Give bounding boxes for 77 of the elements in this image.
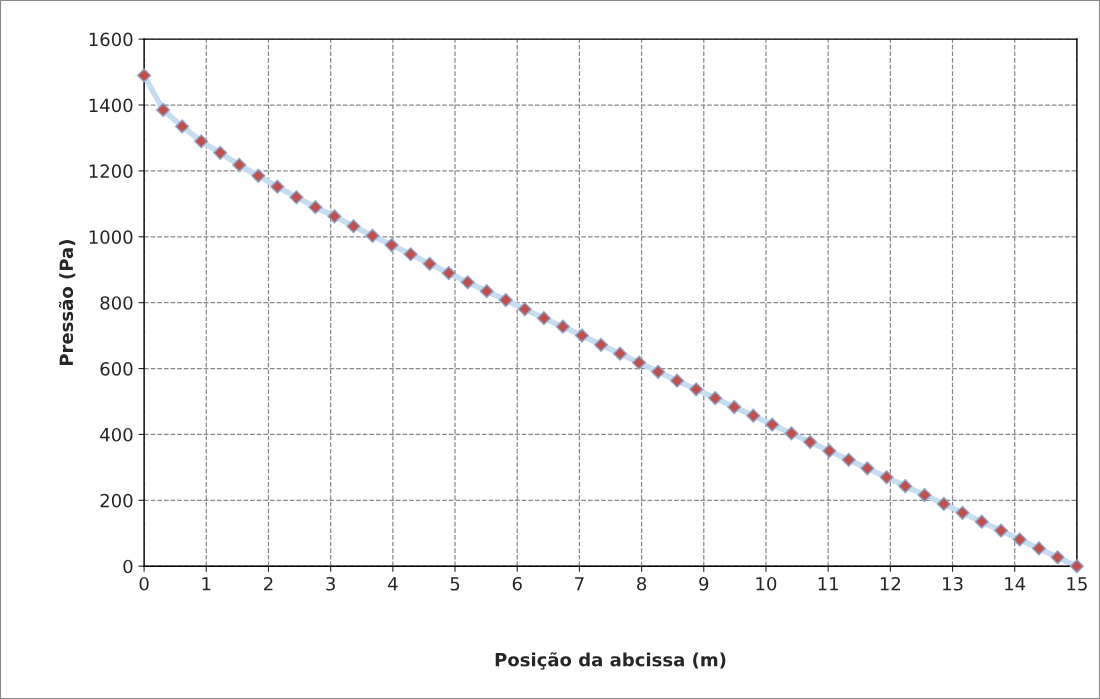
- x-tick-label: 15: [1067, 577, 1087, 591]
- point: [517, 302, 532, 317]
- y-axis-title: Pressão (Pa): [58, 240, 76, 366]
- point: [936, 496, 951, 512]
- point: [460, 275, 475, 290]
- point: [593, 337, 609, 352]
- x-axis-title: Posição da abcissa (m): [495, 652, 726, 670]
- point: [1031, 541, 1047, 556]
- x-tick-label: 8: [637, 576, 647, 591]
- point: [308, 200, 323, 215]
- point: [746, 408, 761, 423]
- point: [898, 479, 913, 494]
- point: [974, 514, 989, 529]
- x-tick-label: 2: [264, 576, 273, 591]
- point: [822, 443, 837, 458]
- point: [194, 134, 209, 149]
- point: [213, 145, 228, 160]
- y-tick-label: 1400: [89, 98, 133, 113]
- point: [784, 426, 799, 441]
- point: [650, 364, 666, 379]
- point: [917, 487, 932, 503]
- point: [270, 179, 285, 194]
- point: [441, 265, 456, 281]
- x-tick-label: 3: [326, 576, 335, 591]
- point: [841, 452, 856, 467]
- point: [137, 68, 152, 83]
- point: [993, 523, 1009, 538]
- point: [327, 209, 342, 224]
- point: [422, 256, 437, 271]
- y-tick-label: 1000: [89, 230, 133, 244]
- y-tick-label: 1200: [89, 164, 133, 179]
- point: [765, 417, 780, 432]
- x-tick-label: 10: [756, 576, 777, 591]
- point: [879, 470, 894, 485]
- y-tick-label: 600: [100, 362, 133, 376]
- point: [1050, 550, 1065, 565]
- point: [479, 284, 494, 299]
- point: [251, 168, 266, 183]
- point: [727, 400, 742, 415]
- y-tick-label: 200: [100, 493, 133, 508]
- x-tick-label: 9: [699, 576, 709, 591]
- point: [175, 119, 190, 134]
- point: [403, 247, 418, 262]
- point: [803, 434, 818, 450]
- point: [1012, 532, 1027, 547]
- x-tick-label: 7: [575, 577, 584, 591]
- point: [860, 461, 875, 476]
- x-tick-label: 4: [387, 577, 398, 591]
- y-tick-label: 800: [100, 296, 133, 310]
- point: [612, 346, 628, 361]
- point: [384, 237, 399, 253]
- point: [708, 391, 723, 406]
- x-tick-label: 0: [139, 576, 149, 591]
- x-tick-label: 1: [202, 577, 211, 591]
- point: [555, 319, 571, 334]
- point: [156, 102, 171, 118]
- x-tick-label: 13: [943, 576, 963, 591]
- point: [574, 328, 590, 343]
- point: [498, 292, 513, 308]
- point: [232, 157, 247, 173]
- y-tick-label: 400: [100, 427, 133, 442]
- point: [689, 382, 704, 397]
- point: [670, 373, 685, 388]
- point: [955, 505, 970, 520]
- point: [346, 219, 361, 234]
- point: [536, 311, 551, 326]
- x-tick-label: 6: [512, 576, 522, 591]
- x-tick-label: 5: [450, 577, 460, 591]
- y-tick-label: 0: [123, 559, 133, 574]
- x-tick-label: 14: [1005, 577, 1026, 591]
- y-tick-label: 1600: [89, 32, 133, 47]
- point: [631, 355, 647, 370]
- x-tick-label: 12: [880, 576, 901, 591]
- point: [1069, 559, 1084, 574]
- point: [365, 228, 380, 243]
- point: [289, 190, 304, 205]
- x-tick-label: 11: [818, 577, 838, 591]
